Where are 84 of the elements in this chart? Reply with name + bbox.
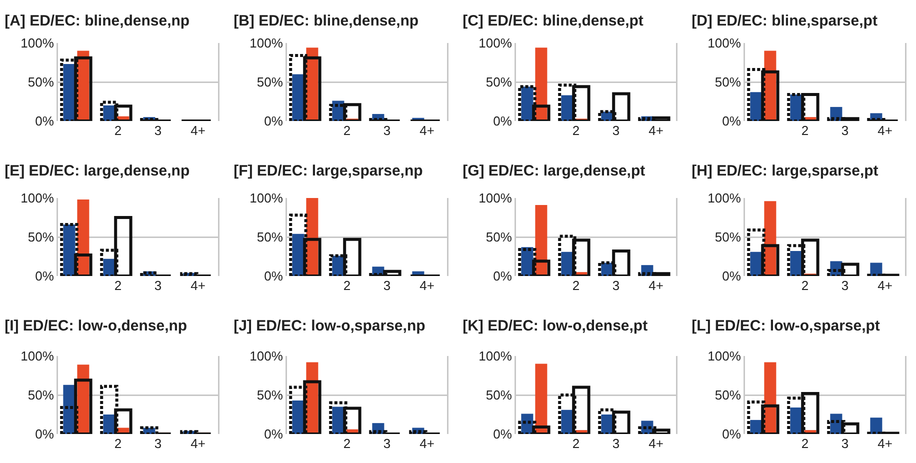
y-tick-label: 100% (20, 36, 54, 51)
x-tick-label: 3 (841, 123, 849, 138)
chart-title: [L] ED/EC: low-o,sparse,pt (692, 317, 880, 334)
x-tick-label: 2 (343, 436, 351, 451)
y-tick-label: 0% (264, 114, 284, 129)
x-tick-label: 3 (154, 123, 162, 138)
x-tick-label: 4+ (648, 436, 664, 451)
y-tick-label: 0% (722, 268, 742, 284)
chart-title: [G] ED/EC: large,dense,pt (462, 162, 646, 180)
x-tick-label: 4+ (420, 123, 434, 138)
x-tick-label: 2 (343, 123, 351, 138)
chart-title: [J] ED/EC: low-o,sparse,np (234, 317, 426, 334)
y-tick-label: 0% (722, 426, 742, 442)
x-tick-label: 4+ (878, 436, 892, 451)
x-tick-label: 2 (343, 278, 351, 293)
x-tick-label: 4+ (190, 278, 206, 293)
y-tick-label: 0% (493, 268, 512, 284)
y-tick-label: 100% (708, 190, 742, 206)
y-tick-label: 100% (250, 348, 284, 364)
x-tick-label: 4+ (190, 123, 206, 138)
x-tick-label: 3 (612, 278, 620, 293)
x-tick-label: 4+ (648, 278, 664, 293)
x-tick-label: 2 (114, 436, 122, 451)
chart-title: [E] ED/EC: large,dense,np (4, 162, 190, 180)
y-tick-label: 100% (708, 348, 742, 364)
y-tick-label: 0% (264, 426, 284, 442)
chart-title: [H] ED/EC: large,sparse,pt (692, 162, 878, 180)
x-tick-label: 2 (801, 278, 809, 293)
y-tick-label: 50% (28, 230, 54, 245)
y-tick-label: 100% (250, 190, 284, 206)
chart-title: [C] ED/EC: bline,dense,pt (462, 12, 644, 30)
y-tick-label: 100% (478, 36, 512, 51)
y-tick-label: 100% (20, 348, 54, 364)
y-tick-label: 100% (478, 348, 512, 364)
x-tick-label: 3 (841, 436, 849, 451)
y-tick-label: 50% (714, 388, 742, 403)
x-tick-label: 3 (612, 436, 620, 451)
x-tick-label: 2 (114, 278, 122, 293)
x-tick-label: 4+ (878, 278, 892, 293)
y-tick-label: 50% (486, 230, 512, 245)
y-tick-label: 100% (250, 36, 284, 51)
x-tick-label: 3 (154, 436, 162, 451)
x-tick-label: 2 (801, 436, 809, 451)
x-tick-label: 2 (572, 278, 580, 293)
x-tick-label: 3 (383, 278, 391, 293)
y-tick-label: 50% (714, 230, 742, 245)
y-tick-label: 0% (493, 426, 512, 442)
x-tick-label: 3 (841, 278, 849, 293)
x-tick-label: 3 (383, 436, 391, 451)
x-tick-label: 2 (114, 123, 122, 138)
y-tick-label: 0% (35, 426, 54, 442)
y-tick-label: 100% (20, 190, 54, 206)
x-tick-label: 3 (612, 123, 620, 138)
chart-title: [B] ED/EC: bline,dense,np (234, 12, 419, 30)
chart-title: [F] ED/EC: large,sparse,np (234, 162, 423, 180)
x-tick-label: 2 (801, 123, 809, 138)
y-tick-label: 50% (256, 388, 284, 403)
y-tick-label: 0% (35, 114, 54, 129)
chart-title: [K] ED/EC: low-o,dense,pt (462, 317, 648, 334)
y-tick-label: 0% (722, 114, 742, 129)
x-tick-label: 3 (383, 123, 391, 138)
x-tick-label: 4+ (190, 436, 206, 451)
y-tick-label: 50% (256, 230, 284, 245)
chart-title: [A] ED/EC: bline,dense,np (4, 12, 190, 30)
y-tick-label: 50% (486, 74, 512, 90)
chart-title: [D] ED/EC: bline,sparse,pt (692, 12, 878, 30)
y-tick-label: 50% (714, 74, 742, 90)
x-tick-label: 4+ (420, 278, 434, 293)
x-tick-label: 3 (154, 278, 162, 293)
y-tick-label: 0% (264, 268, 284, 284)
x-tick-label: 2 (572, 436, 580, 451)
y-tick-label: 0% (493, 114, 512, 129)
y-tick-label: 50% (486, 388, 512, 403)
y-tick-label: 0% (35, 268, 54, 284)
y-tick-label: 100% (708, 36, 742, 51)
y-tick-label: 50% (28, 388, 54, 403)
x-tick-label: 2 (572, 123, 580, 138)
x-tick-label: 4+ (420, 436, 434, 451)
x-tick-label: 4+ (648, 123, 664, 138)
y-tick-label: 100% (478, 190, 512, 206)
y-tick-label: 50% (256, 74, 284, 90)
x-tick-label: 4+ (878, 123, 892, 138)
y-tick-label: 50% (28, 74, 54, 90)
chart-title: [I] ED/EC: low-o,dense,np (4, 317, 188, 334)
